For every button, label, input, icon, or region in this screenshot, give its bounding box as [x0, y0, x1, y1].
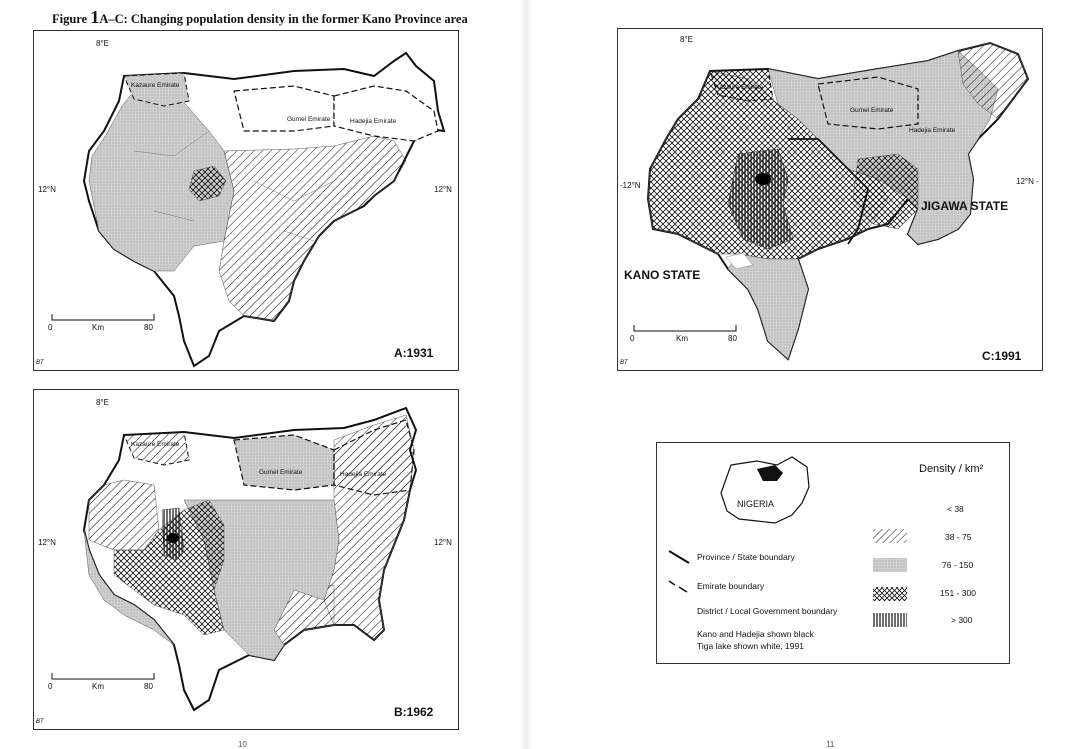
legend-emirate-boundary: Emirate boundary [697, 581, 765, 591]
lat-label-right-a: 12°N [434, 185, 452, 194]
kazaure-emirate-c [709, 68, 774, 102]
lat-label-left-a: 12°N [38, 185, 56, 194]
lat-label-left-b: 12°N [38, 538, 56, 547]
legend-note-2: Tiga lake shown white, 1991 [697, 641, 804, 651]
book-gutter [520, 0, 532, 749]
gumel-emirate-a [233, 85, 335, 132]
hadejia-emirate-a [333, 85, 439, 142]
emirate-boundary-symbol [668, 580, 688, 593]
kano-region-inset [757, 465, 783, 481]
scale-max-b: 80 [144, 682, 153, 691]
map-b-svg [51, 406, 418, 712]
legend-province-boundary: Province / State boundary [697, 552, 795, 562]
legend-class-4: 151 - 300 [940, 588, 976, 598]
kano-state-label: KANO STATE [624, 268, 701, 282]
page-number-left: 10 [238, 740, 247, 749]
legend-class-1: < 38 [947, 504, 964, 514]
tiga-lake-c [725, 252, 754, 270]
scale-zero-a: 0 [48, 323, 53, 332]
map-panel-b: 8°E 12°N 12°N Kazaure Emirate Gumel Emir… [33, 389, 459, 730]
scale-bar-b [51, 673, 155, 680]
lon-label-b: 8°E [96, 398, 109, 407]
density-zone-west-b [88, 479, 160, 551]
legend-district-boundary: District / Local Government boundary [697, 606, 838, 616]
kano-city-b [167, 533, 179, 543]
swatch-gt-300 [873, 613, 907, 627]
jigawa-state-label: JIGAWA STATE [921, 199, 1009, 213]
lon-label-a: 8°E [96, 39, 109, 48]
panel-label-b: B:1962 [394, 705, 434, 719]
credit-a: BT [36, 360, 44, 366]
kazaure-emirate-a [123, 72, 190, 107]
scale-unit-c: Km [676, 334, 688, 343]
density-zone-central-a [218, 135, 407, 322]
scale-zero-b: 0 [48, 682, 53, 691]
swatch-76-150 [873, 558, 907, 572]
density-zone-jigawa-inner-c [852, 153, 919, 230]
legend-svg [668, 456, 907, 627]
hadejia-label-a: Hadejia Emirate [350, 118, 397, 125]
swatch-151-300 [873, 587, 907, 601]
lat-label-right-c: 12°N - [1016, 177, 1039, 186]
page-number-right: 11 [826, 740, 835, 749]
hadejia-emirate-b [333, 419, 415, 496]
legend-box: Density / km² NIGERIA < 38 38 - 75 76 - … [656, 442, 1010, 664]
map-c-svg [633, 41, 1030, 361]
density-zone-core-c [727, 148, 794, 250]
map-panel-c: 8°E -12°N 12°N - Kazaure Emirate Gumel E… [617, 28, 1043, 371]
kazaure-emirate-b [123, 431, 190, 466]
map-panel-a: 8°E 12°N 12°N Kazaure Emirate Gumel Emir… [33, 30, 459, 371]
legend-class-5: > 300 [951, 615, 973, 625]
panel-label-a: A:1931 [394, 346, 434, 360]
credit-b: BT [36, 719, 44, 725]
scale-bar-a [51, 314, 155, 321]
scale-unit-a: Km [92, 323, 104, 332]
density-zone-sw-b [83, 529, 175, 646]
gumel-label-a: Gumel Emirate [287, 116, 331, 123]
lon-label-c: 8°E [680, 35, 693, 44]
density-zone-south-c [727, 253, 809, 360]
scale-unit-b: Km [92, 682, 104, 691]
gumel-label-b: Gumel Emirate [259, 469, 303, 476]
swatch-38-75 [873, 529, 907, 543]
scale-max-c: 80 [728, 334, 737, 343]
legend-class-2: 38 - 75 [945, 532, 972, 542]
legend-inset-label: NIGERIA [737, 499, 775, 509]
kazaure-label-a: Kazaure Emirate [131, 82, 180, 89]
density-zone-ne-c [957, 42, 1029, 120]
legend-class-3: 76 - 150 [942, 560, 974, 570]
lat-label-right-b: 12°N [434, 538, 452, 547]
kano-city-c [755, 173, 771, 185]
credit-c: BT [620, 360, 628, 366]
legend-title: Density / km² [919, 463, 984, 475]
scale-zero-c: 0 [630, 334, 635, 343]
nigeria-outline [720, 456, 810, 524]
map-a-svg [51, 51, 446, 368]
hadejia-label-c: Hadejia Emirate [909, 127, 956, 134]
legend-note-1: Kano and Hadejia shown black [697, 629, 814, 639]
gumel-label-c: Gumel Emirate [850, 107, 894, 114]
figure-title: Figure 1A–C: Changing population density… [52, 7, 468, 27]
kazaure-label-b: Kazaure Emirate [131, 441, 180, 448]
hadejia-label-b: Hadejia Emirate [340, 471, 387, 478]
kazaure-label-c: Kazaure Emirate [715, 84, 764, 91]
gumel-emirate-c [817, 76, 919, 130]
scale-max-a: 80 [144, 323, 153, 332]
lat-label-left-c: -12°N [620, 181, 641, 190]
panel-label-c: C:1991 [982, 349, 1022, 363]
state-boundary-c [788, 138, 869, 245]
density-zone-kano-a [188, 165, 227, 202]
province-boundary-symbol [668, 550, 690, 564]
scale-bar-c [633, 325, 737, 332]
